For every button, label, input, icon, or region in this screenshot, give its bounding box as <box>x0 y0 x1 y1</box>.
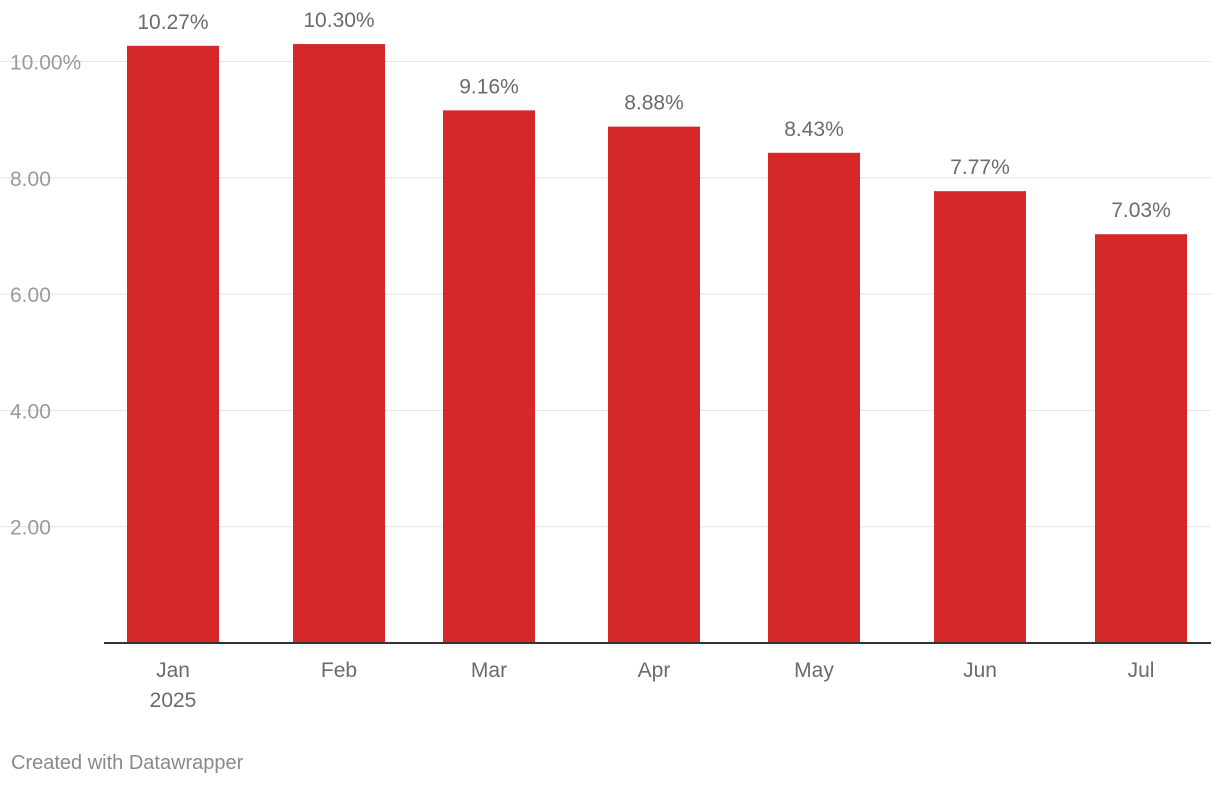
y-tick-label: 10.00% <box>10 52 81 75</box>
x-tick-label: Jul <box>1128 659 1155 682</box>
bar <box>608 126 700 644</box>
data-label: 7.03% <box>1111 199 1171 222</box>
y-axis: 2.00 4.00 6.00 8.00 10.00% <box>10 52 81 540</box>
x-tick-label: Apr <box>638 659 671 682</box>
bar-chart: 2.00 4.00 6.00 8.00 10.00% 10.27% 10.30% 9.16%… <box>0 9 1211 712</box>
data-label: 8.43% <box>784 118 844 141</box>
bar <box>768 152 860 643</box>
y-tick-label: 6.00 <box>10 284 51 307</box>
bar <box>293 44 385 644</box>
data-label: 8.88% <box>624 92 684 115</box>
x-tick-label: Jun <box>963 659 997 682</box>
bar <box>934 191 1026 643</box>
x-tick-label: May <box>794 659 834 682</box>
bars <box>127 44 1187 644</box>
bar <box>1095 234 1187 643</box>
x-tick-sublabel: 2025 <box>150 689 197 712</box>
data-label: 7.77% <box>950 156 1010 179</box>
footer-credit: Created with Datawrapper <box>11 752 244 774</box>
data-label: 9.16% <box>459 75 519 98</box>
y-tick-label: 2.00 <box>10 517 51 540</box>
x-tick-label: Jan <box>156 659 190 682</box>
bar <box>443 110 535 643</box>
x-tick-label: Feb <box>321 659 357 682</box>
y-tick-label: 8.00 <box>10 168 51 191</box>
x-tick-label: Mar <box>471 659 507 682</box>
x-axis: Jan 2025 Feb Mar Apr May Jun Jul <box>150 659 1155 712</box>
data-label: 10.27% <box>137 11 208 34</box>
data-label: 10.30% <box>303 9 374 32</box>
y-tick-label: 4.00 <box>10 400 51 423</box>
data-labels: 10.27% 10.30% 9.16% 8.88% 8.43% 7.77% 7.03% <box>137 9 1170 222</box>
bar <box>127 45 219 643</box>
